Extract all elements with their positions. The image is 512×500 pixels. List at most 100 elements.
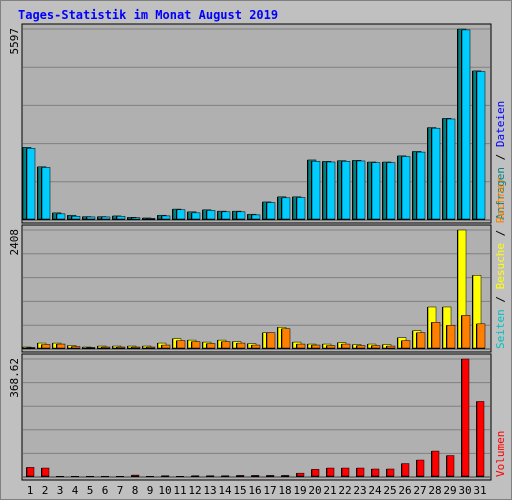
bar-dateien [416,151,426,220]
bar-volumen [476,401,485,477]
bar-rechner [446,325,456,349]
bar-dateien [356,160,366,220]
bar-volumen [236,475,245,477]
chart-title: Tages-Statistik im Monat August 2019 [18,8,278,22]
y-max-label: 5597 [8,28,21,55]
bar-rechner [146,346,156,349]
x-tick-label: 28 [428,484,441,497]
bar-dateien [221,211,231,220]
bar-dateien [431,127,441,220]
bar-dateien [401,156,411,220]
bar-dateien [326,161,336,220]
bar-rechner-shadow [86,347,95,349]
bar-rechner [191,341,201,349]
bar-rechner [56,343,66,349]
bar-dateien [161,215,171,220]
bar-rechner [296,343,306,349]
bar-rechner [131,346,141,349]
x-tick-label: 29 [443,484,456,497]
bar-rechner [341,343,351,349]
legend-item-dateien: Dateien [494,101,507,147]
panel-volume: 368.62 [8,353,492,481]
bar-rechner [236,342,246,349]
bar-volumen [251,475,260,477]
legend-separator: / [494,289,507,309]
bar-dateien [41,167,51,220]
x-tick-label: 11 [173,484,186,497]
bar-dateien [236,211,246,220]
x-tick-label: 13 [203,484,216,497]
x-tick-label: 19 [293,484,306,497]
bar-volumen-shadow [56,476,64,477]
bar-dateien [86,216,96,220]
legend-item-volumen: Volumen [494,431,507,477]
bar-dateien [446,118,456,220]
bar-dateien [176,209,186,220]
x-tick-label: 5 [87,484,94,497]
legend-volume: Volumen [494,431,507,477]
x-tick-label: 24 [368,484,382,497]
bar-volumen [266,475,275,477]
bar-rechner [71,346,81,349]
bar-volumen-shadow [71,476,79,477]
bar-rechner [416,332,426,349]
x-tick-label: 27 [413,484,426,497]
bar-volumen-shadow [86,476,94,477]
x-tick-label: 17 [263,484,276,497]
y-max-label: 368.62 [8,358,21,398]
bar-rechner [116,346,126,349]
bar-dateien [461,29,471,220]
bar-rechner [356,345,366,349]
x-tick-label: 14 [218,484,232,497]
bar-dateien [251,214,261,220]
bar-rechner [386,345,396,349]
bar-rechner [161,344,171,349]
bar-dateien [146,218,156,220]
x-tick-label: 3 [57,484,64,497]
x-tick-label: 10 [158,484,171,497]
bar-volumen-shadow [161,475,169,477]
bar-volumen [131,474,140,477]
bar-volumen [26,467,35,477]
bar-rechner [101,346,111,349]
x-tick-label: 9 [147,484,154,497]
bar-volumen [416,459,425,477]
legend-separator: / [494,147,507,167]
bar-rechner [311,344,321,349]
x-tick-label: 23 [353,484,366,497]
x-tick-label: 26 [398,484,411,497]
x-tick-label: 30 [458,484,471,497]
x-tick-label: 25 [383,484,396,497]
bar-dateien [116,215,126,220]
x-tick-label: 2 [42,484,49,497]
panel-visits: 2408 [8,224,492,353]
legend-item-besuche: Besuche [494,243,507,289]
bar-rechner [221,341,231,349]
bar-rechner [401,340,411,349]
bar-rechner [431,322,441,349]
legend-hits: Anfragen / Dateien [494,101,507,220]
y-max-label: 2408 [8,229,21,256]
bar-volumen [296,472,305,477]
legend-visits: Seiten / Besuche / Rechner [494,176,507,349]
panel-hits: 5597 [8,23,492,224]
bar-rechner [251,344,261,349]
bar-volumen [461,358,470,477]
bar-dateien [296,197,306,220]
bar-volumen-shadow [176,476,184,477]
x-tick-label: 15 [233,484,246,497]
x-tick-label: 8 [132,484,139,497]
bar-rechner [206,343,216,349]
bar-dateien [131,217,141,220]
bar-rechner [176,340,186,349]
bar-dateien [341,161,351,220]
bar-volumen [311,469,320,477]
bar-rechner [266,332,276,349]
panel-background [21,353,492,481]
bar-dateien [266,202,276,220]
bar-dateien [26,148,36,220]
bar-volumen [386,468,395,477]
